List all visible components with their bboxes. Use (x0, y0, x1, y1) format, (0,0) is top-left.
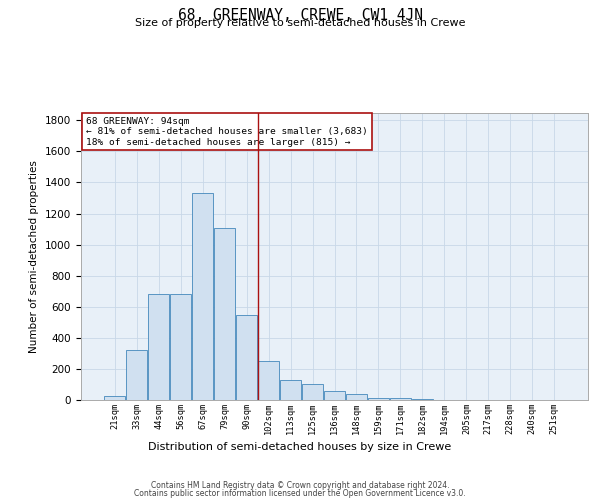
Bar (236, 314, 257, 400)
Text: Contains public sector information licensed under the Open Government Licence v3: Contains public sector information licen… (134, 489, 466, 498)
Bar (368, 398, 389, 400)
Bar (346, 394, 367, 400)
Bar (324, 390, 345, 400)
Bar (412, 399, 433, 400)
Bar (390, 398, 411, 400)
Bar (214, 228, 235, 400)
Text: Distribution of semi-detached houses by size in Crewe: Distribution of semi-detached houses by … (148, 442, 452, 452)
Text: Size of property relative to semi-detached houses in Crewe: Size of property relative to semi-detach… (135, 18, 465, 28)
Bar (170, 294, 191, 400)
Bar (302, 384, 323, 400)
Text: 68 GREENWAY: 94sqm
← 81% of semi-detached houses are smaller (3,683)
18% of semi: 68 GREENWAY: 94sqm ← 81% of semi-detache… (86, 117, 368, 146)
Y-axis label: Number of semi-detached properties: Number of semi-detached properties (29, 160, 40, 352)
Bar (258, 361, 279, 400)
Bar (280, 380, 301, 400)
Bar (104, 396, 125, 400)
Text: 68, GREENWAY, CREWE, CW1 4JN: 68, GREENWAY, CREWE, CW1 4JN (178, 8, 422, 22)
Text: Contains HM Land Registry data © Crown copyright and database right 2024.: Contains HM Land Registry data © Crown c… (151, 481, 449, 490)
Bar (126, 350, 148, 400)
Bar (148, 294, 169, 400)
Bar (192, 194, 213, 400)
